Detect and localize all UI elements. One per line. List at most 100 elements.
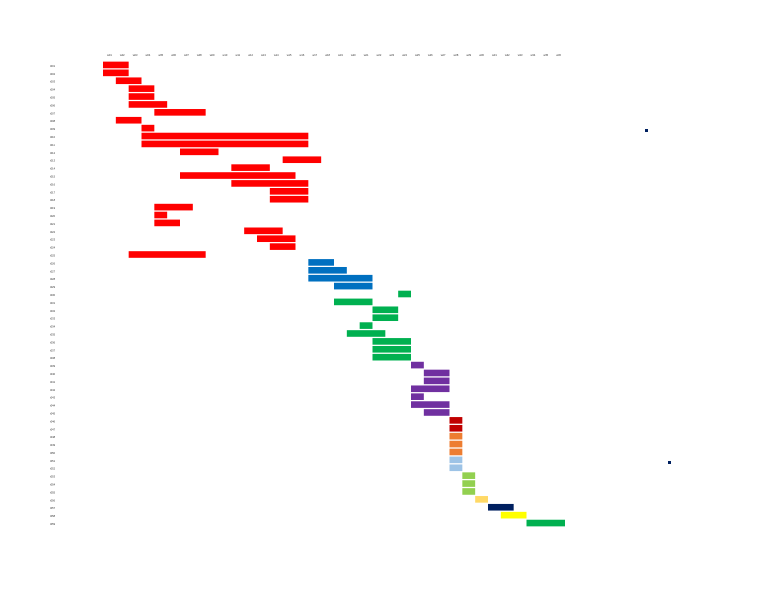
task-bar xyxy=(449,464,463,472)
task-label: t017 xyxy=(50,190,56,194)
task-bar xyxy=(475,496,488,503)
x-tick-label: w10 xyxy=(223,53,228,57)
task-label: t040 xyxy=(50,372,56,376)
task-label: t049 xyxy=(50,443,56,447)
task-label: t023 xyxy=(50,238,56,242)
task-label: t008 xyxy=(50,119,56,123)
task-bar xyxy=(500,511,527,519)
task-label: t045 xyxy=(50,411,56,415)
task-bar xyxy=(231,164,270,171)
x-tick-label: w15 xyxy=(287,53,292,57)
task-label: t054 xyxy=(50,483,56,487)
x-tick-label: w16 xyxy=(300,53,305,57)
x-tick-label: w14 xyxy=(274,53,279,57)
x-tick-label: w05 xyxy=(158,53,163,57)
task-label: t020 xyxy=(50,214,56,218)
task-bar xyxy=(154,109,206,116)
task-bar xyxy=(141,124,155,132)
task-label: t003 xyxy=(50,80,56,84)
x-tick-label: w27 xyxy=(441,53,446,57)
task-label: t056 xyxy=(50,498,56,502)
task-label: t053 xyxy=(50,475,56,479)
x-tick-label: w20 xyxy=(351,53,356,57)
x-tick-label: w08 xyxy=(197,53,202,57)
task-bar xyxy=(449,448,463,456)
x-tick-label: w03 xyxy=(133,53,138,57)
task-label: t055 xyxy=(50,490,56,494)
x-tick-label: w31 xyxy=(492,53,497,57)
task-label: t026 xyxy=(50,261,56,265)
task-bar xyxy=(128,93,155,100)
task-bar xyxy=(334,298,373,306)
task-label: t043 xyxy=(50,396,56,400)
task-label: t030 xyxy=(50,293,56,297)
task-label: t051 xyxy=(50,459,56,463)
task-bar xyxy=(154,203,193,211)
x-tick-label: w34 xyxy=(531,53,536,57)
task-label: t027 xyxy=(50,269,56,273)
task-bar xyxy=(141,140,309,148)
task-label: t006 xyxy=(50,103,56,107)
x-tick-label: w28 xyxy=(454,53,459,57)
task-bar xyxy=(359,322,373,329)
task-bar xyxy=(423,377,450,385)
x-tick-label: w30 xyxy=(479,53,484,57)
task-bar xyxy=(308,266,347,274)
task-bar xyxy=(423,369,450,377)
task-bar xyxy=(141,132,309,140)
task-bar xyxy=(244,227,283,235)
task-bar xyxy=(282,156,322,164)
x-tick-label: w04 xyxy=(146,53,151,57)
task-bar xyxy=(372,353,411,361)
task-bar xyxy=(128,85,155,92)
task-label: t019 xyxy=(50,206,56,210)
legend xyxy=(645,129,671,464)
x-tick-label: w35 xyxy=(543,53,548,57)
task-bar xyxy=(411,401,450,408)
task-bar xyxy=(526,519,565,527)
task-bar xyxy=(103,61,129,69)
task-label: t009 xyxy=(50,127,56,131)
task-label: t058 xyxy=(50,514,56,518)
task-label: t042 xyxy=(50,388,56,392)
task-bar xyxy=(449,432,463,440)
task-label: t028 xyxy=(50,277,56,281)
task-label: t038 xyxy=(50,356,56,360)
task-label: t032 xyxy=(50,309,56,313)
legend-marker xyxy=(645,129,648,132)
task-bar xyxy=(372,314,399,322)
task-bar xyxy=(115,77,142,85)
task-label: t035 xyxy=(50,332,56,336)
task-bar xyxy=(372,345,411,353)
x-tick-label: w25 xyxy=(415,53,420,57)
task-label: t039 xyxy=(50,364,56,368)
task-bar xyxy=(269,195,309,203)
x-tick-label: w01 xyxy=(107,53,112,57)
x-tick-label: w19 xyxy=(338,53,343,57)
task-label: t004 xyxy=(50,88,56,92)
task-label: t024 xyxy=(50,246,56,250)
task-bar xyxy=(411,393,424,400)
task-bar xyxy=(269,243,296,250)
task-label: t001 xyxy=(50,64,56,68)
x-tick-label: w21 xyxy=(364,53,369,57)
task-bar xyxy=(449,424,463,432)
task-label: t015 xyxy=(50,175,56,179)
task-bar xyxy=(334,282,373,290)
task-label: t034 xyxy=(50,325,56,329)
x-tick-label: w32 xyxy=(505,53,510,57)
x-tick-label: w09 xyxy=(210,53,215,57)
task-bar xyxy=(372,306,399,314)
task-label: t012 xyxy=(50,151,56,155)
task-label: t010 xyxy=(50,135,56,139)
task-label: t013 xyxy=(50,159,56,163)
x-tick-label: w17 xyxy=(312,53,317,57)
task-label: t021 xyxy=(50,222,56,226)
task-label: t025 xyxy=(50,253,56,257)
x-tick-label: w18 xyxy=(325,53,330,57)
legend-marker xyxy=(668,461,671,464)
task-bar xyxy=(154,219,180,227)
task-bar xyxy=(257,235,296,243)
task-bar xyxy=(308,259,334,266)
task-bar xyxy=(115,116,142,124)
